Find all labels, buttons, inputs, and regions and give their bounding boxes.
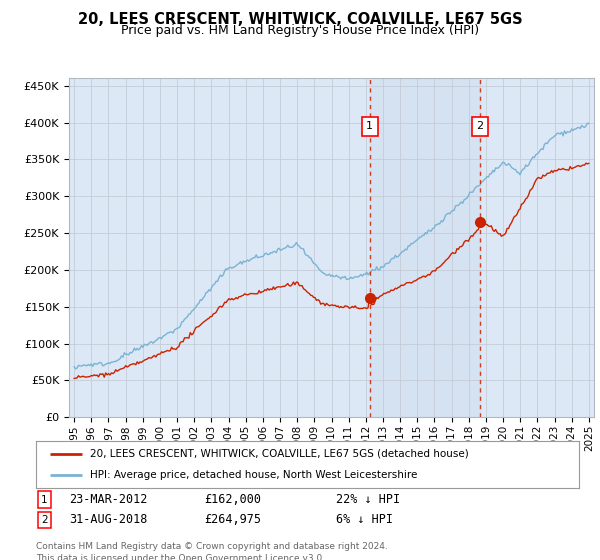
Text: £264,975: £264,975 xyxy=(204,513,261,526)
Text: 23-MAR-2012: 23-MAR-2012 xyxy=(69,493,148,506)
Text: 2: 2 xyxy=(41,515,47,525)
Text: 20, LEES CRESCENT, WHITWICK, COALVILLE, LE67 5GS (detached house): 20, LEES CRESCENT, WHITWICK, COALVILLE, … xyxy=(91,449,469,459)
Text: 22% ↓ HPI: 22% ↓ HPI xyxy=(336,493,400,506)
Text: 1: 1 xyxy=(41,494,47,505)
Text: 6% ↓ HPI: 6% ↓ HPI xyxy=(336,513,393,526)
Text: 20, LEES CRESCENT, WHITWICK, COALVILLE, LE67 5GS: 20, LEES CRESCENT, WHITWICK, COALVILLE, … xyxy=(77,12,523,27)
Text: 1: 1 xyxy=(366,122,373,131)
Bar xyxy=(370,78,480,417)
Text: 2: 2 xyxy=(476,122,484,131)
Text: 31-AUG-2018: 31-AUG-2018 xyxy=(69,513,148,526)
Text: HPI: Average price, detached house, North West Leicestershire: HPI: Average price, detached house, Nort… xyxy=(91,470,418,480)
Text: Price paid vs. HM Land Registry's House Price Index (HPI): Price paid vs. HM Land Registry's House … xyxy=(121,24,479,36)
Text: Contains HM Land Registry data © Crown copyright and database right 2024.
This d: Contains HM Land Registry data © Crown c… xyxy=(36,542,388,560)
Text: £162,000: £162,000 xyxy=(204,493,261,506)
